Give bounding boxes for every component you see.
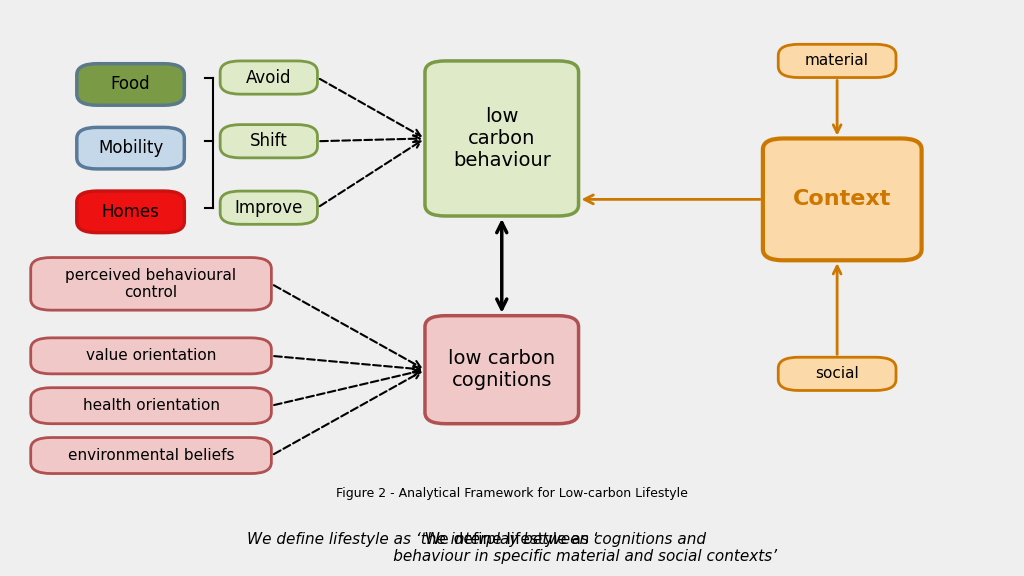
Text: Figure 2 - Analytical Framework for Low-carbon Lifestyle: Figure 2 - Analytical Framework for Low-… [336, 487, 688, 501]
Text: health orientation: health orientation [83, 398, 219, 413]
Text: material: material [805, 54, 869, 69]
FancyBboxPatch shape [425, 316, 579, 424]
Text: Shift: Shift [250, 132, 288, 150]
FancyBboxPatch shape [31, 257, 271, 310]
FancyBboxPatch shape [778, 44, 896, 78]
Text: Avoid: Avoid [246, 69, 292, 86]
Text: We define lifestyle as ‘: We define lifestyle as ‘ [425, 532, 599, 547]
FancyBboxPatch shape [77, 127, 184, 169]
Text: Context: Context [793, 190, 892, 210]
FancyBboxPatch shape [31, 388, 271, 424]
Text: low
carbon
behaviour: low carbon behaviour [453, 107, 551, 170]
Text: Food: Food [111, 75, 151, 93]
Text: value orientation: value orientation [86, 348, 216, 363]
FancyBboxPatch shape [425, 61, 579, 216]
FancyBboxPatch shape [220, 191, 317, 224]
FancyBboxPatch shape [220, 124, 317, 158]
Text: low carbon
cognitions: low carbon cognitions [449, 349, 555, 390]
Text: perceived behavioural
control: perceived behavioural control [66, 268, 237, 300]
Text: We define lifestyle as ‘the interplay between cognitions and
                   : We define lifestyle as ‘the interplay be… [247, 532, 777, 564]
FancyBboxPatch shape [778, 357, 896, 391]
Text: environmental beliefs: environmental beliefs [68, 448, 234, 463]
Text: Mobility: Mobility [98, 139, 163, 157]
FancyBboxPatch shape [77, 64, 184, 105]
Text: Homes: Homes [101, 203, 160, 221]
FancyBboxPatch shape [220, 61, 317, 94]
FancyBboxPatch shape [77, 191, 184, 233]
Text: social: social [815, 366, 859, 381]
Text: Improve: Improve [234, 199, 303, 217]
FancyBboxPatch shape [31, 438, 271, 473]
FancyBboxPatch shape [31, 338, 271, 374]
FancyBboxPatch shape [763, 138, 922, 260]
